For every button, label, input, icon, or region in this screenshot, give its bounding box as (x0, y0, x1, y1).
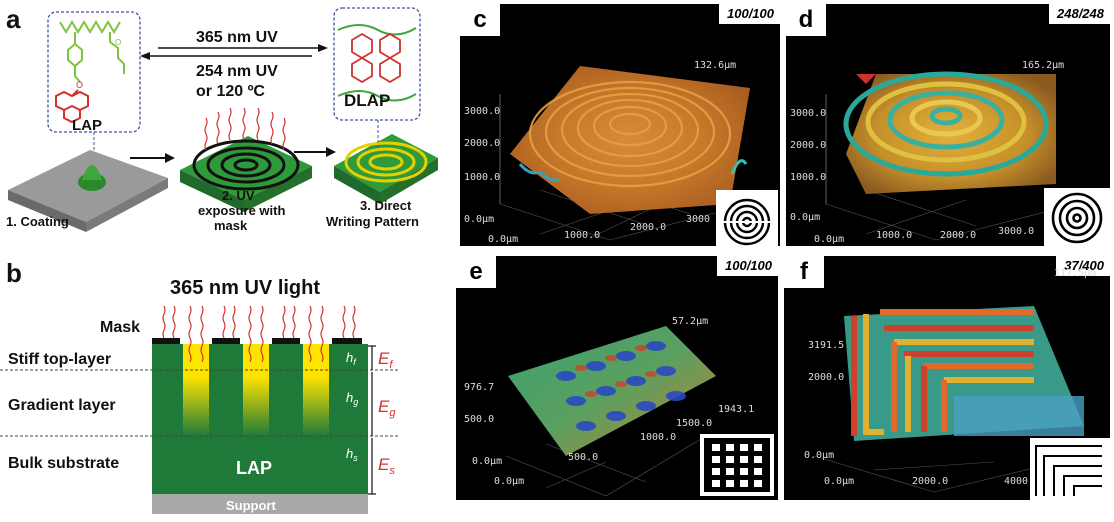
panel-f-y2: 2000.0 (808, 372, 845, 383)
svg-text:O: O (115, 38, 121, 47)
concentric-circles-icon (1051, 192, 1103, 244)
panel-f-x0: 0.0μm (824, 476, 855, 487)
panel-e-y1: 976.7 (464, 382, 495, 393)
panel-e-ratio: 100/100 (717, 256, 778, 276)
step3-label-2: Writing Pattern (326, 214, 419, 229)
panel-d-ratio: 248/248 (1049, 4, 1110, 24)
panel-e-y0: 0.0μm (472, 456, 503, 467)
panel-e-ztop: 57.2μm (672, 316, 709, 327)
panel-c-z1: 3000.0 (464, 106, 501, 117)
panel-f-x2: 4000 (1004, 476, 1029, 487)
step1-label: 1. Coating (6, 214, 69, 229)
lap-molecule-label: LAP (72, 117, 102, 134)
panel-e-label: e (456, 256, 496, 288)
panel-d-inset (1044, 188, 1110, 246)
panel-e-x4: 1943.1 (718, 404, 755, 415)
es-label: Es (378, 455, 395, 477)
panel-e-surface (505, 326, 716, 497)
panel-d-z3: 1000.0 (790, 172, 827, 183)
bulk-substrate-label: Bulk substrate (8, 455, 119, 472)
hf-label: hf (346, 350, 357, 367)
dlap-molecule-label: DLAP (344, 91, 390, 110)
uv-or-heat-label: or 120 ºC (196, 83, 265, 100)
concentric-rings-icon (720, 198, 774, 246)
panel-f-label: f (784, 256, 824, 288)
panel-f-surface (813, 306, 1085, 493)
panel-e-x0: 0.0μm (494, 476, 525, 487)
panel-c-z3: 1000.0 (464, 172, 501, 183)
panel-e: e 100/100 57.2μm 976.7 500.0 0.0μm 0.0μm… (456, 256, 778, 500)
panel-d-x0: 0.0μm (814, 234, 845, 245)
panel-c-ratio: 100/100 (719, 4, 780, 24)
panel-b-diagram: 365 nm UV light Mask Stiff to (0, 277, 400, 514)
panel-a-diagram: O O LAP 1. Coating 2. UV exposure with m… (6, 7, 438, 233)
panel-d-x2: 2000.0 (940, 230, 977, 241)
svg-text:O: O (76, 80, 83, 90)
step2-label-1: 2. UV (222, 188, 255, 203)
panel-e-x1: 500.0 (568, 452, 599, 463)
panel-d-label: d (786, 4, 826, 36)
corner-lines-icon (1035, 445, 1102, 496)
panel-f-ratio: 37/400 (1056, 256, 1110, 276)
panel-c-x2: 2000.0 (630, 222, 667, 233)
step3-label-1: 3. Direct (360, 198, 412, 213)
panel-f-x1: 2000.0 (912, 476, 949, 487)
hg-label: hg (346, 390, 358, 407)
eg-label: Eg (378, 397, 396, 419)
panel-e-y2: 500.0 (464, 414, 495, 425)
panel-c: c 100/100 132.6μm 3000.0 2000.0 1000.0 0… (460, 4, 780, 246)
gradient-layer-label: Gradient layer (8, 397, 116, 414)
panel-d-x1: 1000.0 (876, 230, 913, 241)
panel-f-inset (1030, 438, 1110, 500)
panel-d: d 248/248 165.2μm 3000.0 2000.0 1000.0 0… (786, 4, 1110, 246)
panel-c-inset (716, 190, 778, 246)
panel-e-x3: 1500.0 (676, 418, 713, 429)
panel-c-z0: 0.0μm (464, 214, 495, 225)
panel-c-label: c (460, 4, 500, 36)
panel-d-z2: 2000.0 (790, 140, 827, 151)
panel-d-x3: 3000.0 (998, 226, 1035, 237)
panel-f-ztop: 117.5μm (1054, 268, 1097, 279)
panel-a-label: a (6, 4, 21, 34)
panel-d-surface (825, 71, 1077, 241)
hs-label: hs (346, 446, 358, 463)
panel-c-x0: 0.0μm (488, 234, 519, 245)
panel-c-x3: 3000 (686, 214, 711, 225)
lap-layer-label: LAP (236, 458, 272, 478)
panel-d-z1: 3000.0 (790, 108, 827, 119)
step2-label-2: exposure with (198, 203, 285, 218)
mask-label: Mask (100, 319, 140, 336)
support-label: Support (226, 498, 276, 513)
panel-c-z2: 2000.0 (464, 138, 501, 149)
dot-grid-icon (704, 438, 770, 492)
panel-f-y1: 3191.5 (808, 340, 845, 351)
stiff-layer-label: Stiff top-layer (8, 351, 111, 368)
panel-e-inset (700, 434, 774, 496)
uv254-label: 254 nm UV (196, 63, 278, 80)
ef-label: Ef (378, 349, 393, 371)
panel-e-x2: 1000.0 (640, 432, 677, 443)
panel-d-ztop: 165.2μm (1022, 60, 1065, 71)
panel-d-z0: 0.0μm (790, 212, 821, 223)
panel-f-y0: 0.0μm (804, 450, 835, 461)
step2-label-3: mask (214, 218, 248, 233)
panel-f: f 37/400 117.5μm 3191.5 2000.0 0.0μm 0.0… (784, 256, 1110, 500)
panel-c-x1: 1000.0 (564, 230, 601, 241)
panel-c-ztop: 132.6μm (694, 60, 737, 71)
uv-light-title: 365 nm UV light (170, 277, 320, 299)
panel-c-surface (499, 66, 751, 241)
uv365-label: 365 nm UV (196, 29, 278, 46)
panel-b-label: b (6, 258, 22, 288)
